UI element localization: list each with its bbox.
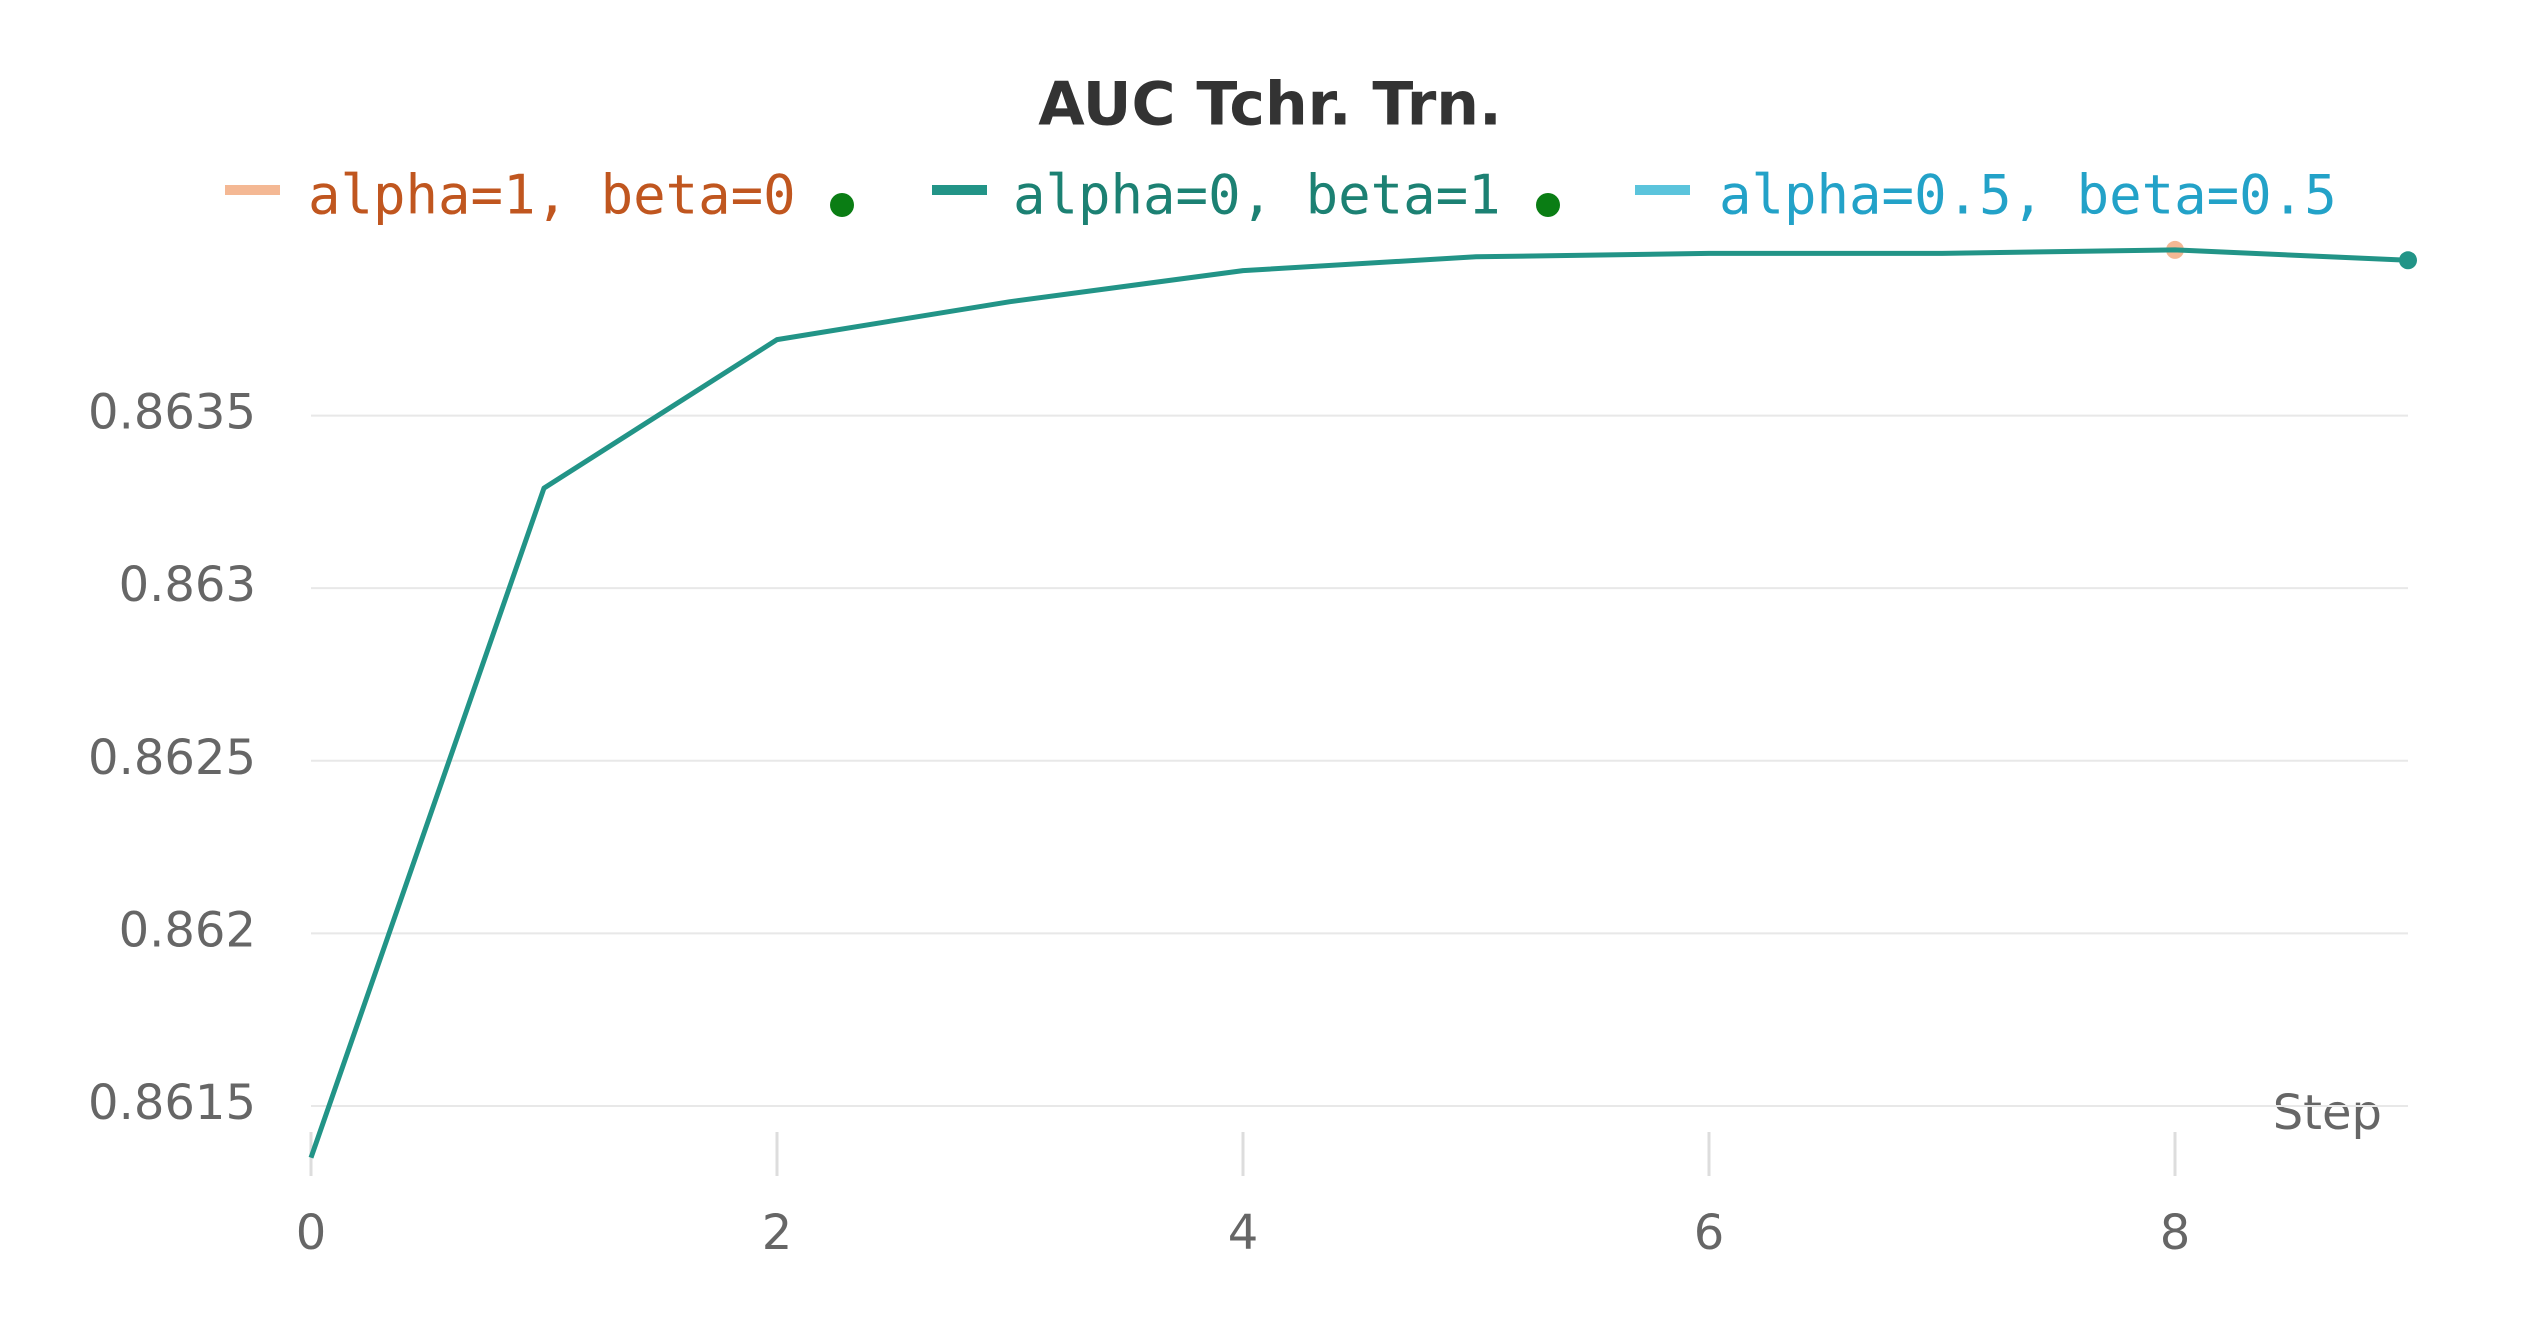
y-tick-label: 0.8625 <box>88 730 256 786</box>
chart-title: AUC Tchr. Trn. <box>1038 70 1502 140</box>
line-series <box>308 247 2409 1159</box>
legend-status <box>830 193 854 217</box>
y-tick-label: 0.8615 <box>88 1075 256 1131</box>
y-tick-label: 0.8635 <box>88 385 256 441</box>
point-marker <box>2399 251 2417 270</box>
y-tick-label: 0.862 <box>119 902 256 958</box>
x-tick-label: 8 <box>2160 1205 2191 1261</box>
legend-status <box>1536 193 1560 217</box>
x-tick-label: 4 <box>1228 1205 1259 1261</box>
legend-label: alpha=0, beta=1 <box>1013 164 1501 227</box>
x-tick-label: 2 <box>762 1205 793 1261</box>
legend-label: alpha=1, beta=0 <box>308 164 796 227</box>
legend-label: alpha=0.5, beta=0.5 <box>1719 164 2337 227</box>
y-tick-label: 0.863 <box>119 557 256 613</box>
x-axis-label: Step <box>2273 1085 2382 1141</box>
x-tick-label: 0 <box>296 1205 327 1261</box>
x-tick-label: 6 <box>1694 1205 1725 1261</box>
